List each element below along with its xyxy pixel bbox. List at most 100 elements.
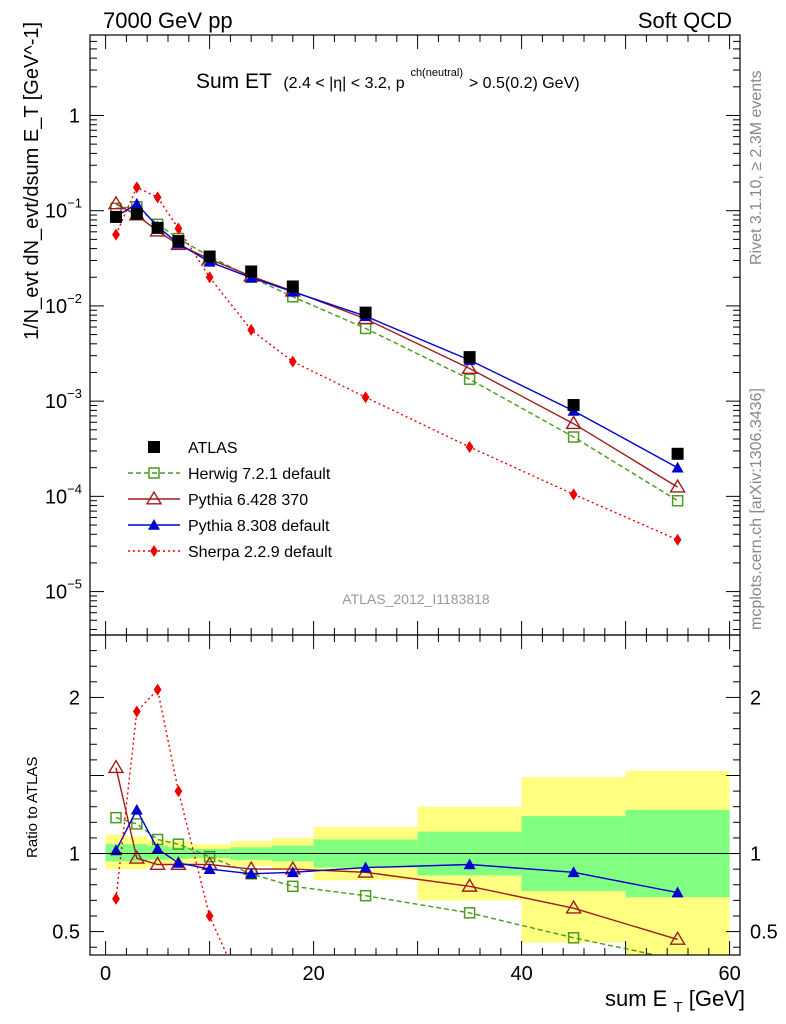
x-tick-label: 60 (718, 963, 740, 985)
ratio-point-herwig-7-2-1-default (463, 907, 476, 919)
x-label-sub: T (673, 999, 682, 1016)
ratio-y-tick-label-left: 0.5 (52, 922, 80, 944)
ratio-point-pythia-6-428-370 (107, 759, 125, 774)
main-point-sherpa-2-2-9-default (247, 323, 256, 336)
y-tick-label: 10−3 (45, 386, 82, 413)
y-tick-exp: −1 (67, 196, 82, 211)
data-series (107, 181, 686, 955)
main-y-axis-label: 1/N_evt dN_evt/dsum E_T [GeV^-1] (21, 22, 43, 340)
ratio-point-pythia-8-308-default (671, 886, 684, 898)
main-point-atlas (671, 447, 684, 460)
main-point-sherpa-2-2-9-default (288, 355, 297, 368)
y-tick-exp: −2 (67, 291, 82, 306)
ratio-line-sherpa-2-2-9-default (115, 688, 228, 955)
ratio-point-pythia-6-428-370 (669, 931, 686, 945)
legend-label-pythia-6-428-370: Pythia 6.428 370 (188, 492, 308, 509)
main-point-sherpa-2-2-9-default (205, 271, 214, 284)
main-point-sherpa-2-2-9-default (465, 440, 474, 453)
ratio-y-tick-label-left: 1 (69, 844, 80, 866)
x-label-tail: [GeV] (689, 986, 745, 1011)
title-sub: (2.4 < |η| < 3.2, p (283, 75, 404, 92)
x-axis-label: sum E T [GeV] (605, 986, 745, 1017)
ratio-y-axis-label: Ratio to ATLAS (24, 757, 41, 858)
ratio-point-pythia-8-308-default (359, 861, 372, 873)
main-point-atlas (172, 235, 185, 248)
ratio-y-tick-label-right: 1 (750, 844, 761, 866)
main-point-atlas (110, 210, 122, 223)
y-tick-base: 10 (45, 391, 67, 413)
y-tick-label: 1 (69, 105, 80, 127)
legend-label-sherpa-2-2-9-default: Sherpa 2.2.9 default (188, 544, 333, 561)
x-tick-label: 0 (100, 963, 111, 985)
main-point-pythia-6-428-370 (107, 195, 125, 210)
main-point-pythia-6-428-370 (565, 415, 582, 430)
ratio-point-pythia-6-428-370 (461, 877, 478, 892)
main-point-herwig-7-2-1-default (567, 431, 580, 443)
title-main: Sum ET (196, 70, 272, 93)
title-sup: ch(neutral) (410, 67, 463, 79)
header-left: 7000 GeV pp (103, 8, 233, 33)
ratio-point-pythia-8-308-default (203, 863, 216, 874)
ratio-point-pythia-6-428-370 (128, 849, 146, 864)
ratio-point-pythia-6-428-370 (565, 899, 582, 914)
ratio-point-herwig-7-2-1-default (287, 880, 299, 893)
x-tick-label: 40 (510, 963, 532, 985)
y-tick-label: 10−2 (45, 291, 82, 318)
ratio-point-sherpa-2-2-9-default (153, 683, 162, 696)
ratio-point-pythia-8-308-default (110, 844, 122, 856)
legend-marker-pythia-8-308-default (148, 519, 160, 530)
main-point-sherpa-2-2-9-default (112, 228, 120, 241)
main-point-atlas (567, 399, 580, 412)
ratio-point-herwig-7-2-1-default (567, 932, 580, 944)
y-tick-exp: −5 (67, 577, 82, 592)
main-point-sherpa-2-2-9-default (673, 533, 682, 546)
y-tick-exp: −3 (67, 386, 82, 401)
y-tick-base: 10 (45, 296, 67, 318)
x-tick-label: 20 (302, 963, 324, 985)
main-point-atlas (463, 351, 476, 364)
plot-frames (89, 34, 741, 956)
ratio-point-sherpa-2-2-9-default (205, 909, 214, 922)
plot-title: Sum ET (2.4 < |η| < 3.2, p ch(neutral) >… (196, 58, 580, 93)
ratio-point-pythia-8-308-default (286, 866, 299, 878)
legend-marker-herwig-7-2-1-default (148, 467, 160, 479)
x-label-main: sum E (605, 986, 667, 1011)
watermark: ATLAS_2012_I1183818 (342, 591, 490, 607)
legend-label-herwig-7-2-1-default: Herwig 7.2.1 default (188, 466, 331, 483)
main-point-pythia-8-308-default (671, 461, 684, 473)
ratio-y-tick-label-right: 0.5 (750, 922, 778, 944)
legend: ATLAS Herwig 7.2.1 default Pythia 6.428 37… (128, 440, 333, 561)
main-point-sherpa-2-2-9-default (569, 488, 578, 501)
header-right: Soft QCD (638, 8, 732, 33)
main-point-pythia-8-308-default (130, 197, 143, 209)
main-point-atlas (359, 306, 372, 319)
ratio-point-pythia-8-308-default (130, 803, 143, 815)
legend-marker-pythia-6-428-370 (145, 490, 163, 505)
ratio-point-sherpa-2-2-9-default (112, 892, 120, 905)
mcplots-label: mcplots.cern.ch [arXiv:1306.3436] (748, 388, 765, 630)
ratio-point-herwig-7-2-1-default (131, 818, 143, 830)
ratio-point-herwig-7-2-1-default (172, 838, 185, 850)
main-point-atlas (203, 250, 216, 263)
main-point-sherpa-2-2-9-default (361, 391, 370, 404)
ratio-frame (89, 634, 741, 956)
main-point-sherpa-2-2-9-default (153, 191, 162, 204)
main-point-atlas (245, 265, 258, 278)
ratio-y-tick-label-right: 2 (750, 687, 761, 709)
main-point-atlas (130, 207, 143, 220)
ratio-point-sherpa-2-2-9-default (132, 705, 141, 718)
main-point-herwig-7-2-1-default (671, 494, 684, 507)
main-point-pythia-6-428-370 (669, 478, 686, 493)
title-tail: > 0.5(0.2) GeV) (469, 75, 580, 92)
main-point-herwig-7-2-1-default (463, 373, 476, 385)
ratio-point-herwig-7-2-1-default (359, 889, 372, 902)
main-point-sherpa-2-2-9-default (174, 222, 183, 235)
y-tick-base: 10 (45, 201, 67, 223)
y-tick-base: 10 (45, 486, 67, 508)
ratio-point-pythia-8-308-default (567, 866, 580, 878)
y-tick-label: 10−5 (45, 577, 82, 604)
legend-marker-atlas (148, 441, 160, 453)
legend-marker-sherpa-2-2-9-default (150, 545, 158, 557)
